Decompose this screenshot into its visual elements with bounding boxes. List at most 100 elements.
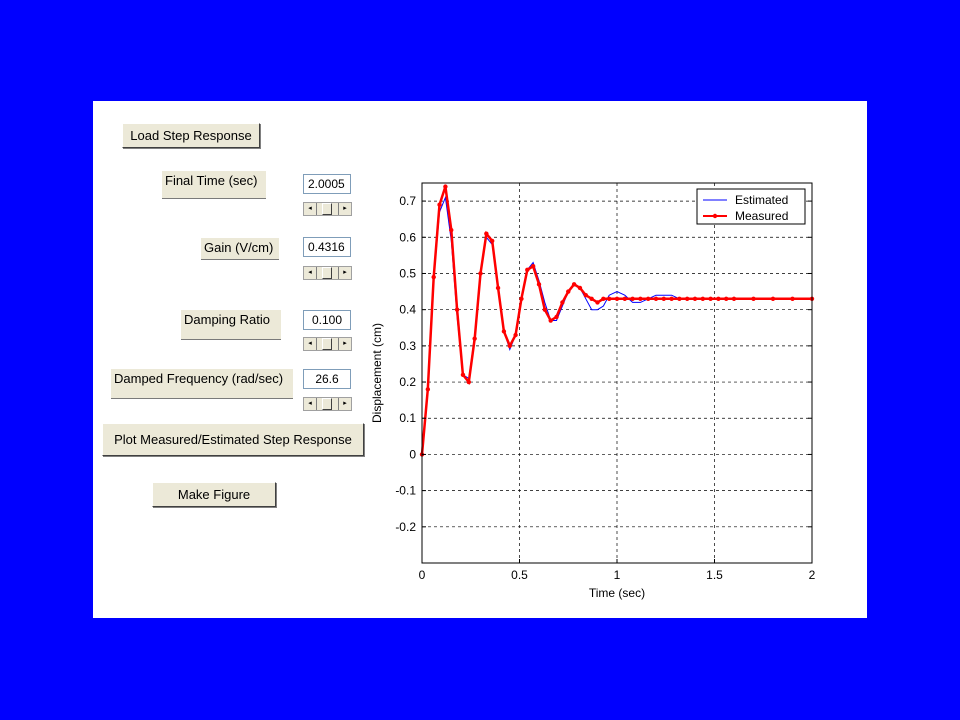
measured-point — [425, 387, 431, 392]
measured-point — [454, 307, 460, 312]
measured-point — [560, 300, 565, 305]
measured-point — [622, 296, 627, 302]
y-tick-label: 0.7 — [399, 194, 416, 208]
series-line-estimated — [421, 195, 812, 455]
measured-point — [566, 289, 571, 294]
measured-point — [530, 264, 536, 269]
measured-point — [542, 307, 548, 312]
slider-right-arrow-icon[interactable]: ▸ — [338, 267, 351, 279]
measured-point — [443, 184, 448, 189]
damped-frequency-label: Damped Frequency (rad/sec) — [111, 369, 293, 399]
measured-point — [700, 296, 705, 302]
measured-point — [638, 296, 643, 302]
measured-point — [519, 296, 524, 302]
measured-point — [577, 285, 583, 291]
load-step-response-button[interactable]: Load Step Response — [122, 123, 260, 148]
measured-point — [495, 285, 501, 291]
legend-marker — [712, 213, 718, 219]
damping-ratio-input[interactable]: 0.100 — [303, 310, 351, 330]
measured-point — [460, 372, 466, 378]
measured-point — [708, 296, 713, 302]
measured-point — [661, 296, 666, 302]
slider-left-arrow-icon[interactable]: ◂ — [304, 338, 317, 350]
y-tick-label: 0.4 — [399, 303, 416, 317]
final-time-label: Final Time (sec) — [162, 171, 266, 199]
y-tick-label: -0.2 — [395, 520, 416, 534]
y-axis-label: Displacement (cm) — [370, 323, 384, 423]
measured-point — [472, 336, 477, 341]
measured-point — [525, 267, 530, 273]
measured-point — [548, 318, 553, 323]
measured-point — [724, 296, 729, 302]
slider-left-arrow-icon[interactable]: ◂ — [304, 398, 317, 410]
x-tick-label: 0.5 — [511, 568, 528, 582]
slider-right-arrow-icon[interactable]: ▸ — [338, 338, 351, 350]
y-tick-label: 0.1 — [399, 411, 416, 425]
measured-point — [478, 271, 483, 276]
measured-point — [595, 300, 600, 305]
y-tick-label: 0.6 — [399, 230, 416, 244]
damped-frequency-slider[interactable]: ◂ ▸ — [303, 397, 352, 411]
final-time-slider[interactable]: ◂ ▸ — [303, 202, 352, 216]
y-tick-label: 0 — [409, 447, 416, 461]
measured-point — [751, 296, 756, 302]
measured-point — [437, 202, 442, 207]
measured-point — [630, 296, 635, 302]
measured-point — [431, 274, 436, 280]
grid-lines — [421, 183, 813, 563]
x-tick-label: 1 — [614, 568, 621, 582]
damped-frequency-input[interactable]: 26.6 — [303, 369, 351, 389]
step-response-chart: 0 0.5 1 1.5 2-0.2-0.100.10.20.30.40.50.60.7 … — [370, 182, 816, 600]
slider-left-arrow-icon[interactable]: ◂ — [304, 203, 317, 215]
slider-thumb[interactable] — [322, 203, 332, 215]
legend-label: Estimated — [735, 193, 788, 207]
final-time-input[interactable]: 2.0005 — [303, 174, 351, 194]
measured-point — [490, 238, 495, 244]
slider-right-arrow-icon[interactable]: ▸ — [338, 203, 351, 215]
measured-point — [536, 282, 542, 287]
measured-point — [614, 296, 620, 302]
measured-point — [685, 296, 690, 302]
x-tick-label: 2 — [809, 568, 816, 582]
measured-point — [669, 296, 674, 302]
tick-layer: 0 0.5 1 1.5 2 -0.2 -0.1 0 0.1 0.2 0.3 0.4 0.5 0.6 0.7 — [395, 194, 815, 582]
gui-panel: Load Step Response Final Time (sec) 2.00… — [93, 101, 867, 618]
measured-point — [716, 296, 721, 302]
plot-step-response-button[interactable]: Plot Measured/Estimated Step Response — [102, 423, 364, 456]
slider-right-arrow-icon[interactable]: ▸ — [338, 398, 351, 410]
damping-ratio-slider[interactable]: ◂ ▸ — [303, 337, 352, 351]
gain-slider[interactable]: ◂ ▸ — [303, 266, 352, 280]
measured-point — [677, 296, 682, 302]
slider-left-arrow-icon[interactable]: ◂ — [304, 267, 317, 279]
measured-point — [646, 296, 651, 302]
measured-point — [790, 296, 795, 302]
measured-point — [731, 296, 737, 302]
y-tick-label: 0.5 — [399, 266, 416, 280]
measured-point — [601, 296, 606, 302]
measured-point — [692, 296, 698, 302]
y-tick-label: 0.2 — [399, 375, 416, 389]
measured-point — [583, 292, 588, 298]
measured-point — [571, 282, 577, 287]
y-tick-label: 0.3 — [399, 339, 416, 353]
measured-point — [554, 314, 559, 320]
x-tick-label: 1.5 — [706, 568, 723, 582]
measured-point — [607, 296, 612, 302]
make-figure-button[interactable]: Make Figure — [152, 482, 276, 507]
measured-point — [770, 296, 776, 302]
x-tick-label: 0 — [419, 568, 426, 582]
measured-point — [466, 379, 471, 385]
gain-input[interactable]: 0.4316 — [303, 237, 351, 257]
slider-thumb[interactable] — [322, 338, 332, 350]
slider-thumb[interactable] — [322, 267, 332, 279]
slider-thumb[interactable] — [322, 398, 332, 410]
measured-point — [653, 296, 659, 302]
measured-point — [589, 296, 594, 302]
y-tick-label: -0.1 — [395, 484, 416, 498]
measured-point — [513, 332, 518, 338]
legend: Estimated Measured — [696, 188, 806, 225]
damping-ratio-label: Damping Ratio — [181, 310, 281, 340]
measured-point — [449, 227, 454, 233]
measured-point — [507, 343, 512, 349]
gain-label: Gain (V/cm) — [201, 238, 279, 260]
